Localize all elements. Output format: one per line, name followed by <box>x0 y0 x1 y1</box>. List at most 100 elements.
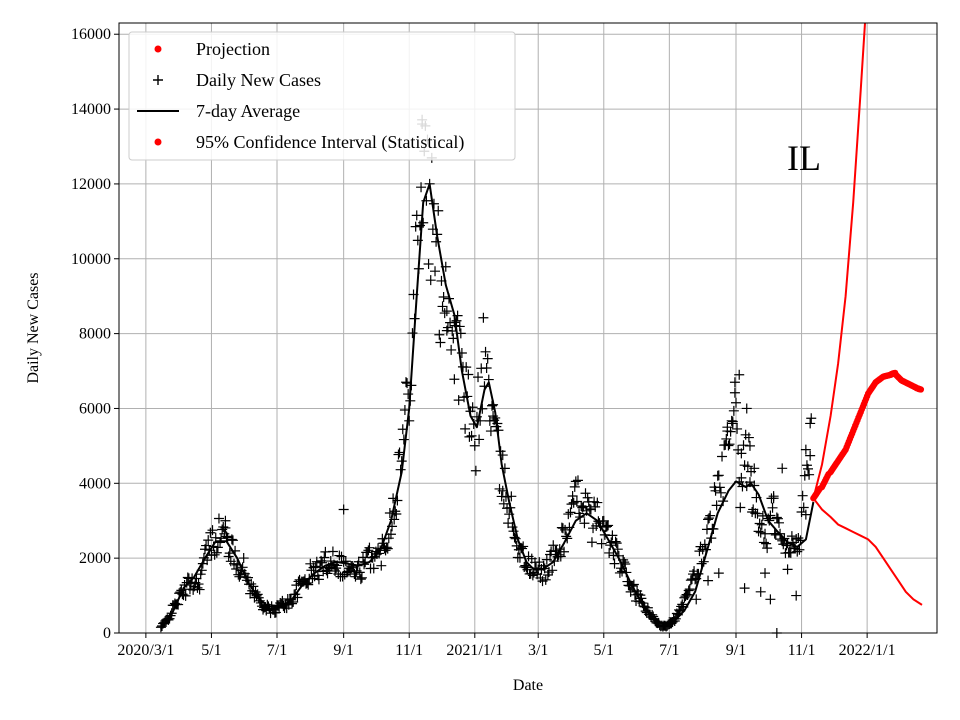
daily-new-cases-marker <box>226 534 237 545</box>
x-tick-label: 9/1 <box>333 642 353 659</box>
daily-new-cases-marker <box>806 413 817 424</box>
daily-new-cases-marker <box>433 205 444 216</box>
daily-new-cases-marker <box>768 493 779 504</box>
x-tick-label: 11/1 <box>395 642 423 659</box>
daily-new-cases-marker <box>798 502 809 513</box>
daily-new-cases-marker <box>607 530 618 541</box>
daily-new-cases-marker <box>469 440 480 451</box>
legend-marker-plus <box>153 75 163 85</box>
daily-new-cases-marker <box>600 522 611 533</box>
daily-new-cases-marker <box>741 403 752 414</box>
x-tick-label: 11/1 <box>788 642 816 659</box>
daily-new-cases-marker <box>481 362 492 373</box>
daily-new-cases-marker <box>313 574 324 585</box>
daily-new-cases-marker <box>447 326 458 337</box>
daily-new-cases-marker <box>755 527 766 538</box>
daily-new-cases-marker <box>423 258 434 269</box>
daily-new-cases-marker <box>772 513 783 524</box>
daily-new-cases-marker <box>563 509 574 520</box>
daily-new-cases-marker <box>180 590 191 601</box>
daily-new-cases-marker <box>785 547 796 558</box>
daily-new-cases-marker <box>724 439 735 450</box>
x-tick-label: 5/1 <box>594 642 614 659</box>
daily-new-cases-marker <box>312 570 323 581</box>
daily-new-cases-marker <box>565 507 576 518</box>
daily-new-cases-marker <box>400 377 411 388</box>
daily-new-cases-marker <box>580 488 591 499</box>
daily-new-cases-marker <box>486 400 497 411</box>
daily-new-cases-marker <box>713 470 724 481</box>
daily-new-cases-marker <box>407 328 418 339</box>
daily-new-cases-marker <box>793 532 804 543</box>
daily-new-cases-marker <box>453 395 464 406</box>
legend-marker-dot <box>154 45 162 53</box>
daily-new-cases-marker <box>723 440 734 451</box>
daily-new-cases-marker <box>340 556 351 567</box>
y-tick-label: 0 <box>103 625 111 642</box>
daily-new-cases-marker <box>520 560 531 571</box>
daily-new-cases-marker <box>727 418 738 429</box>
daily-new-cases-marker <box>603 520 614 531</box>
daily-new-cases-marker <box>560 524 571 535</box>
daily-new-cases-marker <box>434 329 445 340</box>
y-tick-label: 4000 <box>79 475 111 492</box>
y-tick-label: 8000 <box>79 326 111 343</box>
daily-new-cases-marker <box>193 579 204 590</box>
daily-new-cases-marker <box>364 542 375 553</box>
daily-new-cases-marker <box>446 344 457 355</box>
daily-new-cases-marker <box>736 472 747 483</box>
daily-new-cases-marker <box>521 562 532 573</box>
daily-new-cases-marker <box>598 515 609 526</box>
daily-new-cases-marker <box>592 497 603 508</box>
daily-new-cases-marker <box>473 372 484 383</box>
daily-new-cases-marker <box>418 217 429 228</box>
daily-new-cases-marker <box>350 571 361 582</box>
daily-new-cases-marker <box>722 422 733 433</box>
y-tick-label: 12000 <box>71 176 111 193</box>
daily-new-cases-marker <box>797 490 808 501</box>
legend-box <box>128 31 516 161</box>
y-tick-label: 2000 <box>79 550 111 567</box>
daily-new-cases-marker <box>403 389 414 400</box>
daily-new-cases-marker <box>334 550 345 561</box>
daily-new-cases-marker <box>557 523 568 534</box>
x-tick-label: 9/1 <box>726 642 746 659</box>
daily-new-cases-marker <box>714 482 725 493</box>
daily-new-cases-marker <box>569 481 580 492</box>
daily-new-cases-marker <box>358 552 369 563</box>
daily-new-cases-marker <box>713 568 724 579</box>
daily-new-cases-marker <box>570 476 581 487</box>
daily-new-cases-marker <box>777 463 788 474</box>
daily-new-cases-marker <box>782 564 793 575</box>
daily-new-cases-marker <box>682 589 693 600</box>
daily-new-cases-marker <box>770 529 781 540</box>
daily-new-cases-marker <box>547 565 558 576</box>
daily-new-cases-marker <box>212 542 223 553</box>
daily-new-cases-marker <box>796 506 807 517</box>
daily-new-cases-marker <box>800 444 811 455</box>
daily-new-cases-marker <box>717 451 728 462</box>
daily-new-cases-marker <box>749 463 760 474</box>
daily-new-cases-marker <box>392 495 403 506</box>
y-tick-label: 6000 <box>79 400 111 417</box>
daily-new-cases-marker <box>685 575 696 586</box>
daily-new-cases-marker <box>792 546 803 557</box>
daily-new-cases-marker <box>585 504 596 515</box>
daily-new-cases-marker <box>586 537 597 548</box>
daily-new-cases-marker <box>404 415 415 426</box>
projection-markers <box>810 369 925 502</box>
daily-new-cases-marker <box>739 583 750 594</box>
daily-new-cases-marker <box>602 521 613 532</box>
daily-new-cases-marker <box>319 552 330 563</box>
y-axis-ticks: 0 2000 4000 6000 8000 10000 12000 14000 16000 <box>71 26 119 642</box>
daily-new-cases-marker <box>541 554 552 565</box>
daily-new-cases-marker <box>572 475 583 486</box>
legend-marker-dot <box>154 138 162 146</box>
daily-new-cases-marker <box>729 377 740 388</box>
daily-new-cases-marker <box>755 586 766 597</box>
daily-new-cases-marker <box>684 584 695 595</box>
daily-new-cases-marker <box>381 542 392 553</box>
daily-new-cases-marker <box>393 449 404 460</box>
daily-new-cases-marker <box>514 552 525 563</box>
x-tick-label: 2020/3/1 <box>117 642 174 659</box>
